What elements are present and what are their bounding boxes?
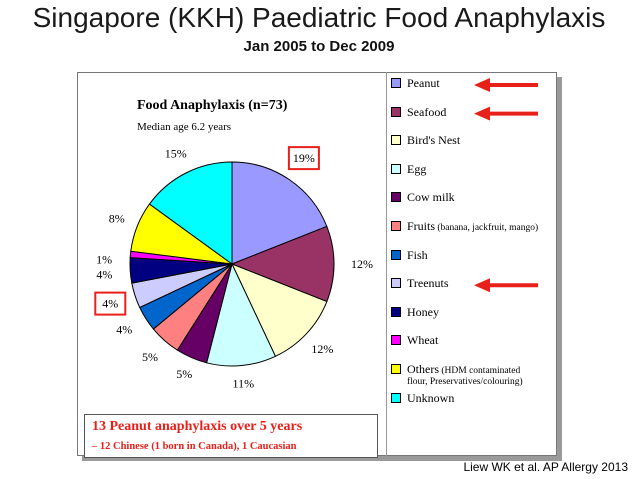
legend-swatch (391, 221, 401, 231)
legend-swatch (391, 364, 401, 374)
legend-item-fruits: Fruits (banana, jackfruit, mango) (388, 219, 538, 234)
legend-label: Treenuts (407, 276, 449, 291)
highlight-arrow-treenuts (474, 278, 538, 293)
citation: Liew WK et al. AP Allergy 2013 (463, 460, 628, 474)
legend-label: Honey (407, 304, 439, 319)
legend-note: (HDM contaminated (439, 366, 521, 376)
legend-label: Wheat (407, 333, 439, 348)
legend-label: Seafood (407, 104, 447, 119)
slice-label-egg: 11% (233, 377, 255, 391)
highlight-box-treenuts (94, 291, 127, 316)
slice-label-others: 8% (109, 211, 125, 225)
legend-swatch (391, 106, 401, 117)
highlight-box-peanut (287, 146, 320, 171)
legend-swatch (391, 163, 401, 174)
legend-swatch (391, 392, 401, 403)
peanut-callout-box (84, 414, 378, 458)
slide-title: Singapore (KKH) Paediatric Food Anaphyla… (32, 2, 606, 33)
legend-swatch (391, 249, 401, 260)
legend-label: Egg (407, 161, 427, 176)
legend-item-seafood: Seafood (388, 105, 446, 120)
legend-item-wheat: Wheat (388, 333, 438, 348)
legend-divider (386, 72, 387, 456)
legend-swatch (391, 135, 401, 146)
highlight-arrow-peanut (474, 78, 538, 92)
slice-label-honey: 4% (96, 268, 112, 282)
slice-label-peanut: 19% (293, 151, 315, 165)
legend-item-peanut: Peanut (388, 76, 440, 91)
legend-label: Cow milk (407, 190, 455, 205)
legend-label: Fruits (407, 219, 436, 233)
legend-swatch (391, 192, 401, 203)
legend-label: Peanut (407, 76, 440, 90)
legend-item-honey: Honey (388, 305, 439, 320)
pie-slice-bird-s-nest (231, 263, 328, 357)
legend-swatch (391, 278, 401, 289)
slice-label-bird-s-nest: 12% (311, 342, 333, 356)
legend-swatch (391, 306, 401, 317)
chart-subtitle: Median age 6.2 years (137, 121, 232, 133)
slice-label-cow-milk: 5% (176, 367, 192, 381)
legend-item-cow-milk: Cow milk (388, 190, 455, 205)
slice-label-seafood: 12% (351, 257, 373, 271)
legend-item-fish: Fish (388, 248, 428, 263)
slice-label-unknown: 15% (165, 147, 187, 161)
pie-slice-peanut (231, 161, 328, 265)
slide-subtitle: Jan 2005 to Dec 2009 (243, 38, 395, 55)
legend-item-treenuts: Treenuts (388, 276, 449, 291)
slice-label-wheat: 1% (96, 253, 112, 267)
legend-swatch (391, 335, 401, 346)
legend-swatch (391, 78, 401, 88)
slice-label-fruits: 5% (142, 350, 158, 364)
legend-label: Bird's Nest (407, 133, 461, 148)
legend-label: Others (407, 362, 439, 376)
peanut-callout-headline: 13 Peanut anaphylaxis over 5 years (92, 419, 303, 434)
highlight-arrow-seafood (474, 106, 538, 121)
legend-label: Fish (407, 247, 428, 262)
legend-item-bird-s-nest: Bird's Nest (388, 133, 460, 148)
chart-title: Food Anaphylaxis (n=73) (137, 98, 288, 113)
legend-item-others: Others (HDM contaminated flour, Preservat… (388, 362, 523, 387)
legend-item-unknown: Unknown (388, 391, 454, 406)
slice-label-fish: 4% (116, 322, 132, 336)
legend-label: Unknown (407, 390, 455, 405)
pie-slice-seafood (230, 225, 335, 303)
legend-item-egg: Egg (388, 162, 426, 177)
legend-note: (banana, jackfruit, mango) (435, 223, 539, 233)
slice-label-treenuts: 4% (102, 297, 118, 311)
pie-slice-egg (206, 262, 277, 367)
pie-slice-unknown (148, 161, 233, 265)
peanut-callout-detail: – 12 Chinese (1 born in Canada), 1 Cauca… (92, 441, 297, 452)
legend-note-continued: flour, Preservatives/colouring) (407, 377, 523, 387)
